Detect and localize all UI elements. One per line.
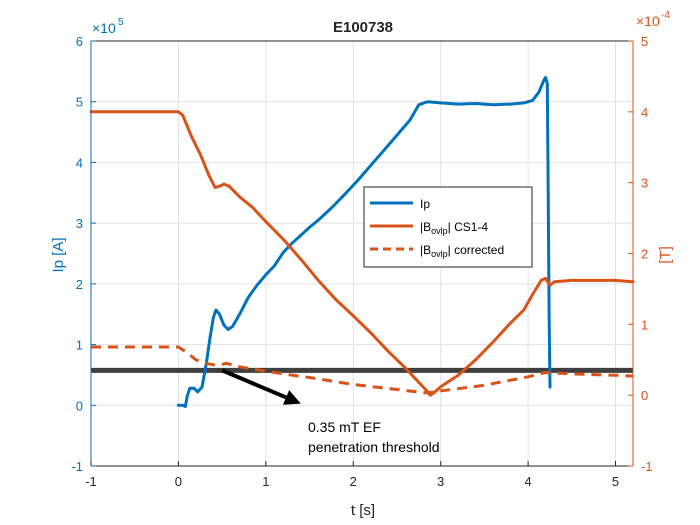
series-line-1	[89, 110, 635, 397]
y-axis-right-label: [T]	[657, 246, 674, 264]
annotation-arrow-shaft	[221, 368, 287, 400]
legend-label-ip: Ip	[420, 197, 430, 211]
y-left-tick-label: 0	[76, 398, 83, 413]
legend-label-corrected-main: |B	[420, 243, 431, 257]
legend-label-corrected-sub: ovlp	[431, 249, 448, 259]
series-layer	[89, 75, 635, 408]
y-right-tick-label: 0	[641, 388, 648, 403]
y-right-tick-label: 3	[641, 176, 648, 191]
x-tick-label: -1	[85, 474, 97, 489]
legend-label-corrected-suffix: | corrected	[448, 243, 504, 257]
legend-label-corrected: |Bovlp| corrected	[420, 243, 504, 259]
annotation-line-1: 0.35 mT EF	[308, 419, 381, 435]
annotation-arrow-head	[282, 390, 301, 405]
y-left-tick-label: 6	[76, 34, 83, 49]
left-exponent-power: 5	[118, 17, 124, 28]
y-right-tick-label: -1	[641, 459, 653, 474]
legend-label-bovlp-sub: ovlp	[431, 226, 448, 236]
x-tick-label: 0	[175, 474, 182, 489]
right-exponent-power: -4	[661, 10, 670, 21]
right-exponent: ×10 -4	[636, 10, 670, 29]
series-line-2	[91, 345, 634, 395]
left-exponent: ×10 5	[92, 17, 124, 36]
y-right-tick-label: 2	[641, 247, 648, 262]
y-left-tick-label: 3	[76, 216, 83, 231]
y-left-tick-label: 1	[76, 338, 83, 353]
y-left-tick-label: -1	[71, 459, 83, 474]
y-right-tick-label: 1	[641, 317, 648, 332]
right-exponent-base: ×10	[636, 13, 660, 29]
legend-label-bovlp-suffix: | CS1-4	[448, 220, 489, 234]
legend-label-bovlp: |Bovlp| CS1-4	[420, 220, 488, 236]
legend-label-bovlp-main: |B	[420, 220, 431, 234]
x-tick-label: 4	[524, 474, 531, 489]
x-tick-label: 3	[437, 474, 444, 489]
chart-title: E100738	[333, 19, 393, 36]
y-right-tick-label: 4	[641, 105, 648, 120]
y-left-tick-label: 4	[76, 155, 83, 170]
x-tick-label: 1	[262, 474, 269, 489]
annotation-line-2: penetration threshold	[308, 439, 440, 455]
threshold-annotation: 0.35 mT EF penetration threshold	[221, 368, 440, 455]
y-axis-left-label: Ip [A]	[50, 237, 67, 272]
legend: Ip |Bovlp| CS1-4 |Bovlp| corrected	[363, 186, 533, 268]
y-left-tick-label: 2	[76, 277, 83, 292]
left-exponent-base: ×10	[92, 20, 116, 36]
x-tick-label: 5	[612, 474, 619, 489]
y-right-tick-label: 5	[641, 34, 648, 49]
y-left-tick-label: 5	[76, 95, 83, 110]
ticks-layer: -1 0 1 2 3 4 5 -1 0 1 2 3 4 5 6 -1 0 1 2 3 4 5	[71, 34, 652, 489]
x-axis-label: t [s]	[351, 502, 375, 519]
x-tick-label: 2	[350, 474, 357, 489]
